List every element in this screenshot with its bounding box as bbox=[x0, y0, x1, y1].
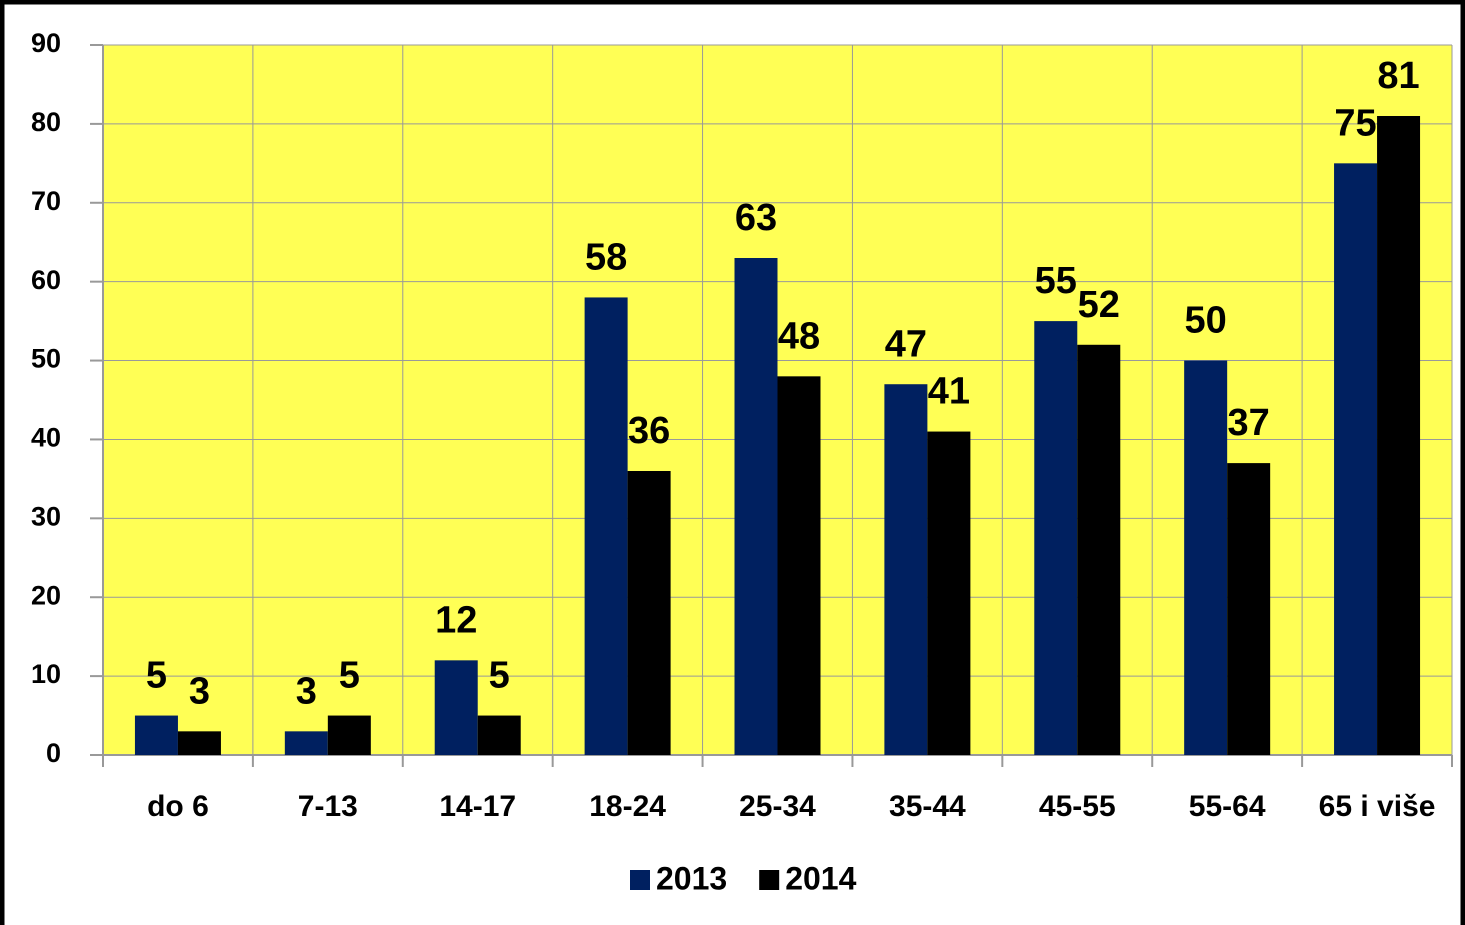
x-tick-label: 55-64 bbox=[1189, 790, 1266, 823]
bar bbox=[777, 376, 821, 755]
bar bbox=[884, 384, 928, 755]
bar bbox=[134, 715, 178, 755]
bar bbox=[434, 660, 478, 755]
bar bbox=[627, 471, 671, 755]
bar bbox=[327, 715, 371, 755]
value-label: 5 bbox=[146, 655, 167, 697]
bar bbox=[1077, 344, 1121, 755]
y-tick-label: 80 bbox=[31, 107, 61, 137]
value-label: 55 bbox=[1035, 260, 1077, 302]
bar bbox=[1377, 116, 1421, 755]
legend-label: 2013 bbox=[656, 860, 727, 896]
value-label: 5 bbox=[339, 655, 360, 697]
legend-label: 2014 bbox=[785, 860, 856, 896]
bar bbox=[1184, 360, 1228, 755]
bar bbox=[477, 715, 521, 755]
value-label: 48 bbox=[778, 315, 820, 357]
y-tick-label: 20 bbox=[31, 580, 61, 610]
y-tick-label: 60 bbox=[31, 265, 61, 295]
y-tick-label: 40 bbox=[31, 423, 61, 453]
y-tick-label: 30 bbox=[31, 501, 61, 531]
value-label: 12 bbox=[435, 599, 477, 641]
x-tick-label: 45-55 bbox=[1039, 790, 1116, 823]
bar bbox=[1227, 463, 1271, 755]
x-tick-label: 25-34 bbox=[739, 790, 816, 823]
bar bbox=[284, 731, 328, 755]
value-label: 47 bbox=[885, 323, 927, 365]
value-label: 58 bbox=[585, 236, 627, 278]
bar bbox=[927, 431, 971, 755]
value-label: 37 bbox=[1228, 402, 1270, 444]
bar bbox=[1334, 163, 1378, 756]
y-tick-label: 50 bbox=[31, 344, 61, 374]
value-label: 36 bbox=[628, 410, 670, 452]
x-tick-label: 14-17 bbox=[439, 790, 516, 823]
legend-swatch bbox=[759, 870, 780, 890]
x-tick-label: 7-13 bbox=[298, 790, 358, 823]
bar bbox=[1034, 321, 1078, 755]
x-tick-label: 65 i više bbox=[1319, 790, 1436, 823]
y-tick-label: 10 bbox=[31, 659, 61, 689]
value-label: 75 bbox=[1334, 102, 1376, 144]
x-tick-label: 18-24 bbox=[589, 790, 666, 823]
bar bbox=[177, 731, 221, 755]
value-label: 50 bbox=[1185, 300, 1227, 342]
value-label: 3 bbox=[296, 670, 317, 712]
legend-swatch bbox=[630, 870, 650, 890]
y-tick-label: 0 bbox=[46, 738, 61, 768]
value-label: 5 bbox=[489, 655, 510, 697]
bar bbox=[734, 258, 778, 755]
y-tick-label: 70 bbox=[31, 186, 61, 216]
value-label: 81 bbox=[1377, 55, 1419, 97]
value-label: 3 bbox=[189, 670, 210, 712]
value-label: 52 bbox=[1078, 284, 1120, 326]
value-label: 63 bbox=[735, 197, 777, 239]
x-tick-label: 35-44 bbox=[889, 790, 966, 823]
x-tick-label: do 6 bbox=[147, 790, 209, 823]
value-label: 41 bbox=[928, 371, 970, 413]
y-tick-label: 90 bbox=[31, 28, 61, 58]
bar bbox=[584, 297, 628, 755]
